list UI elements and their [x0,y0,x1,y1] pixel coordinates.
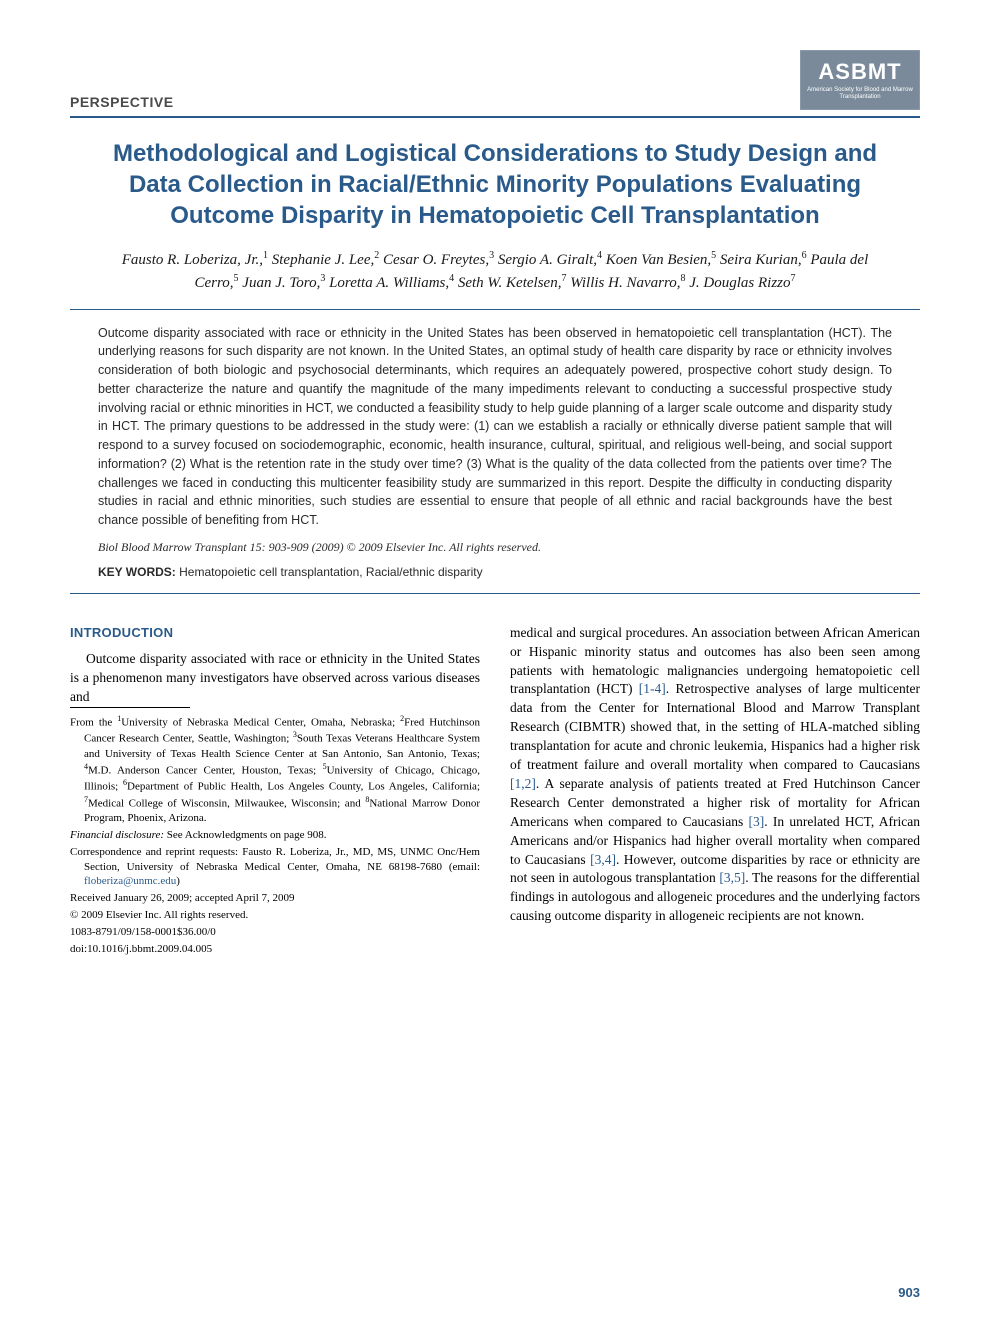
correspondence: Correspondence and reprint requests: Fau… [70,845,480,890]
header-rule [70,116,920,118]
rule-below-keywords [70,593,920,594]
logo-main-text: ASBMT [818,59,901,85]
right-column: medical and surgical procedures. An asso… [510,624,920,959]
publisher-logo: ASBMT American Society for Blood and Mar… [800,50,920,110]
footnotes-block: From the 1University of Nebraska Medical… [70,714,480,959]
keywords-label: KEY WORDS: [98,565,176,579]
financial-label: Financial disclosure: [70,829,164,841]
authors-list: Fausto R. Loberiza, Jr.,1 Stephanie J. L… [120,248,870,295]
left-column: INTRODUCTION Outcome disparity associate… [70,624,480,959]
abstract-text: Outcome disparity associated with race o… [98,324,892,530]
doi-line: doi:10.1016/j.bbmt.2009.04.005 [70,942,480,957]
keywords-row: KEY WORDS: Hematopoietic cell transplant… [98,565,892,579]
header-row: PERSPECTIVE ASBMT American Society for B… [70,50,920,110]
copyright-line: © 2009 Elsevier Inc. All rights reserved… [70,908,480,923]
section-label: PERSPECTIVE [70,94,174,110]
intro-right-paragraph: medical and surgical procedures. An asso… [510,624,920,926]
financial-disclosure: Financial disclosure: See Acknowledgment… [70,828,480,843]
rule-above-abstract [70,309,920,310]
affiliations: From the 1University of Nebraska Medical… [70,714,480,826]
page-number: 903 [898,1285,920,1300]
intro-left-paragraph: Outcome disparity associated with race o… [70,650,480,707]
article-title: Methodological and Logistical Considerat… [110,138,880,232]
logo-sub-text: American Society for Blood and Marrow Tr… [801,87,919,101]
introduction-heading: INTRODUCTION [70,624,480,642]
received-line: Received January 26, 2009; accepted Apri… [70,891,480,906]
citation-line: Biol Blood Marrow Transplant 15: 903-909… [98,540,892,555]
footnote-divider [70,707,190,708]
keywords-text: Hematopoietic cell transplantation, Raci… [179,565,483,579]
body-columns: INTRODUCTION Outcome disparity associate… [70,624,920,959]
financial-text: See Acknowledgments on page 908. [164,829,327,841]
code-line: 1083-8791/09/158-0001$36.00/0 [70,925,480,940]
